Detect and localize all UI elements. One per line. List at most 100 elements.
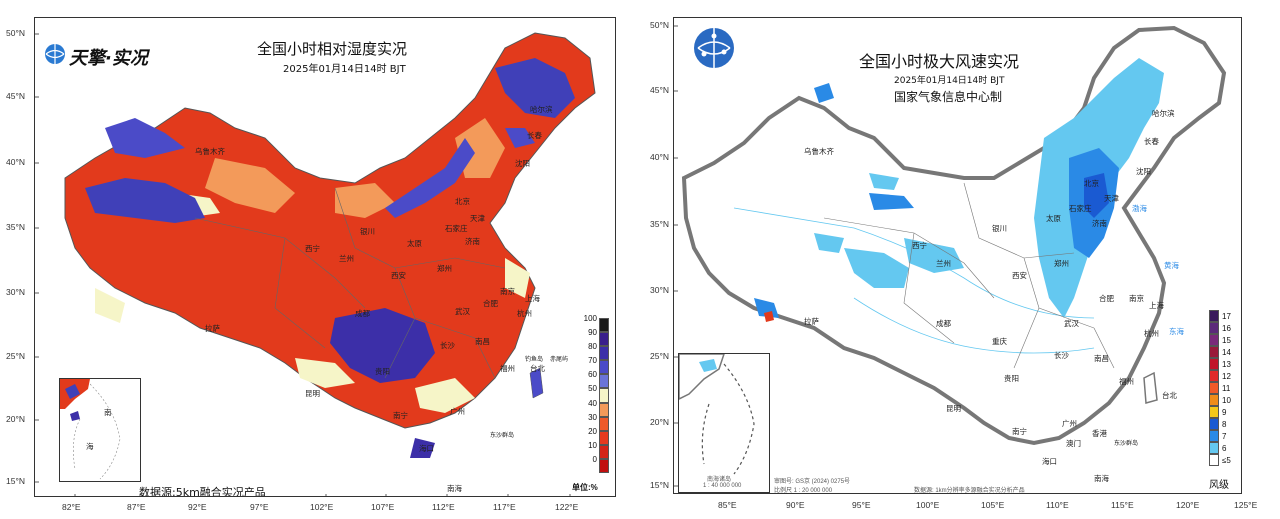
legend-swatch — [1209, 334, 1219, 346]
legend-level-label: 10 — [588, 440, 597, 450]
sea-label: 东海 — [1169, 327, 1184, 336]
legend-level-label: 10 — [1222, 396, 1231, 405]
lat-label: 40°N — [650, 152, 669, 162]
legend-swatch — [1209, 346, 1219, 358]
legend-level-label: 60 — [588, 370, 597, 380]
city-label: 太原 — [407, 239, 422, 248]
legend-level-label: 80 — [588, 342, 597, 352]
city-label: 西宁 — [912, 241, 927, 250]
data-source: 数据源: 1km分辨率多源融合实况分析产品 — [914, 488, 1025, 494]
legend-level-label: 8 — [1222, 420, 1227, 429]
lat-label: 30°N — [6, 287, 25, 297]
city-label: 北京 — [455, 197, 470, 206]
city-label: 哈尔滨 — [530, 105, 553, 114]
south-china-sea-inset: 南 海 — [59, 378, 141, 482]
legend-swatch — [1209, 394, 1219, 406]
legend-swatch — [599, 318, 609, 333]
legend-swatch — [599, 360, 609, 375]
lat-label: 45°N — [650, 85, 669, 95]
legend-swatch — [599, 416, 609, 431]
legend-swatch — [1209, 454, 1219, 466]
city-label: 沈阳 — [1136, 167, 1151, 176]
map-title: 全国小时极大风速实况 — [859, 52, 1020, 71]
legend-swatch — [1209, 322, 1219, 334]
legend-swatch — [599, 346, 609, 361]
city-label: 济南 — [465, 237, 480, 246]
inset-map — [679, 354, 755, 475]
sea-label: 黄海 — [1164, 261, 1179, 270]
wind-color-legend — [1209, 310, 1219, 466]
city-label: 拉萨 — [205, 324, 220, 333]
legend-swatch — [599, 444, 609, 459]
legend-swatch — [1209, 406, 1219, 418]
china-landmass — [64, 32, 596, 429]
lat-label: 35°N — [6, 222, 25, 232]
wind-map-panel: 全国小时极大风速实况 2025年01月14日14时 BJT 国家气象信息中心制 … — [673, 17, 1242, 494]
lat-label: 20°N — [6, 414, 25, 424]
city-label: 昆明 — [305, 389, 320, 398]
lat-label: 40°N — [6, 157, 25, 167]
lon-label: 115°E — [1111, 500, 1134, 510]
inset-title: 南海诸岛 — [707, 477, 732, 483]
wind-legend-labels: 17 16 15 14 13 12 11 10 9 8 7 6 ≤5 — [1222, 310, 1241, 470]
city-label: 台北 — [530, 364, 545, 373]
city-label: 成都 — [355, 309, 370, 318]
legend-level-label: 90 — [588, 328, 597, 338]
humidity-color-legend — [599, 318, 609, 473]
city-label: 长沙 — [440, 341, 455, 350]
map-subtitle: 2025年01月14日14时 BJT — [283, 64, 406, 75]
data-source: 数据源:5km融合实况产品 — [139, 486, 266, 497]
legend-level-label: ≤5 — [1222, 456, 1231, 465]
inset-label: 南 — [104, 408, 112, 417]
city-label: 南京 — [500, 287, 515, 296]
city-label: 拉萨 — [804, 317, 819, 326]
city-label: 贵阳 — [375, 367, 390, 376]
city-label: 南京 — [1129, 294, 1144, 303]
city-label: 郑州 — [437, 264, 452, 273]
lat-label: 45°N — [6, 91, 25, 101]
legend-level-label: 17 — [1222, 312, 1231, 321]
city-label: 西宁 — [305, 244, 320, 253]
legend-level-label: 40 — [588, 398, 597, 408]
city-label: 海口 — [419, 444, 434, 453]
city-label: 上海 — [525, 294, 540, 303]
map-subtitle: 2025年01月14日14时 BJT — [894, 76, 1005, 86]
city-label: 天津 — [470, 214, 485, 223]
globe-logo-icon — [45, 44, 65, 64]
city-label: 昆明 — [946, 404, 961, 413]
map-org: 国家气象信息中心制 — [894, 90, 1003, 104]
legend-swatch — [1209, 358, 1219, 370]
legend-level-label: 20 — [588, 426, 597, 436]
legend-swatch — [599, 374, 609, 389]
city-label: 西安 — [391, 271, 406, 280]
city-label: 长春 — [1144, 137, 1159, 146]
legend-level-label: 11 — [1222, 384, 1231, 393]
city-label: 天津 — [1104, 194, 1119, 203]
legend-title: 风级 — [1209, 480, 1229, 491]
legend-level-label: 9 — [1222, 408, 1227, 417]
humidity-map-panel: 天擎·实况 全国小时相对湿度实况 2025年01月14日14时 BJT 乌鲁木齐… — [34, 17, 616, 497]
city-label: 长沙 — [1054, 351, 1069, 360]
city-label: 石家庄 — [445, 224, 468, 233]
lat-label: 25°N — [650, 351, 669, 361]
lon-label: 85°E — [718, 500, 737, 510]
lat-label: 20°N — [650, 417, 669, 427]
lon-label: 87°E — [127, 502, 146, 512]
city-label: 东沙群岛 — [490, 432, 515, 439]
legend-level-label: 30 — [588, 412, 597, 422]
lon-label: 117°E — [493, 502, 516, 512]
inset-label: 海 — [86, 442, 94, 451]
city-label: 钓鱼岛 — [525, 356, 544, 363]
city-label: 福州 — [500, 364, 515, 373]
humidity-legend-labels: 100 90 80 70 60 50 40 30 20 10 0 — [573, 314, 597, 478]
lat-label: 50°N — [650, 20, 669, 30]
lon-label: 110°E — [1046, 500, 1069, 510]
lat-label: 30°N — [650, 285, 669, 295]
lon-label: 107°E — [371, 502, 395, 512]
legend-level-label: 14 — [1222, 348, 1231, 357]
city-label: 南海 — [447, 484, 462, 493]
lat-label: 15°N — [6, 476, 25, 486]
city-label: 成都 — [936, 319, 951, 328]
legend-swatch — [599, 388, 609, 403]
city-label: 武汉 — [1064, 319, 1079, 328]
